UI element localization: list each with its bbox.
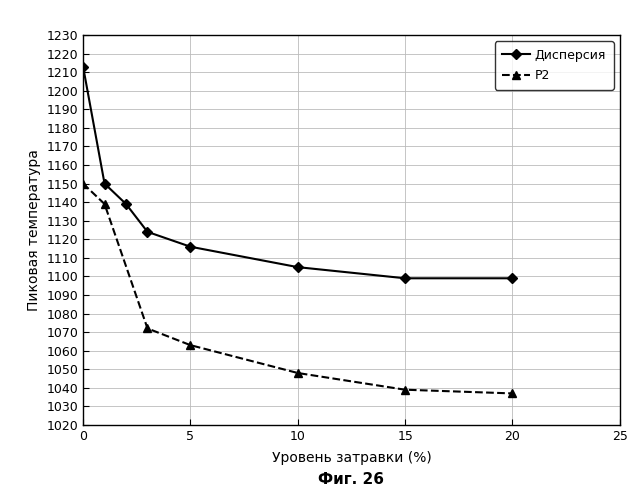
X-axis label: Уровень затравки (%): Уровень затравки (%) [272,451,431,465]
Line: Р2: Р2 [79,180,517,398]
Р2 [101,201,109,207]
Дисперсия [401,276,409,281]
Р2 [144,326,151,332]
Дисперсия [144,229,151,235]
Р2 [187,342,194,348]
Р2 [509,390,516,396]
Р2 [79,180,87,186]
Line: Дисперсия: Дисперсия [80,63,516,282]
Дисперсия [101,180,109,186]
Р2 [294,370,302,376]
Y-axis label: Пиковая температура: Пиковая температура [27,149,41,311]
Дисперсия [187,244,194,250]
Дисперсия [294,264,302,270]
Дисперсия [509,276,516,281]
Дисперсия [122,201,130,207]
Text: Фиг. 26: Фиг. 26 [318,472,385,488]
Дисперсия [79,64,87,70]
Legend: Дисперсия, Р2: Дисперсия, Р2 [495,42,613,90]
Р2 [401,386,409,392]
